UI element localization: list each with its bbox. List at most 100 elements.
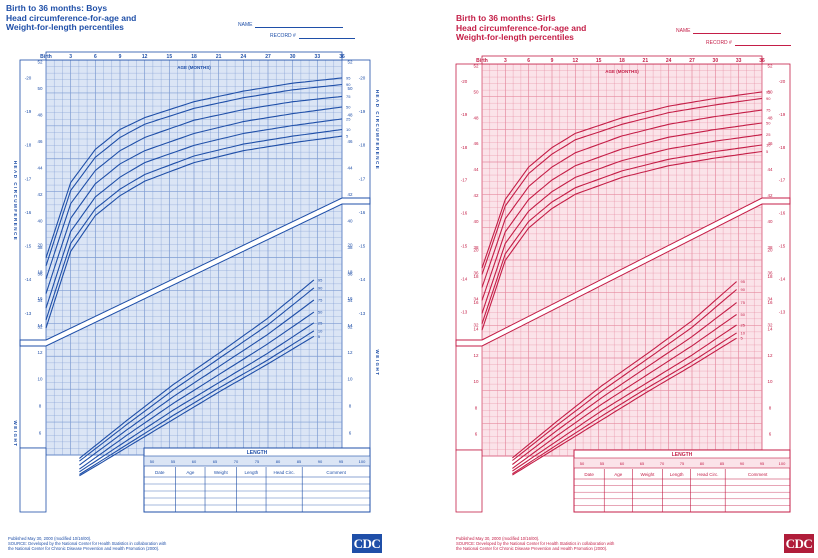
head-circ-curve-p10 (45, 128, 343, 321)
head-circ-curve-p25 (45, 118, 343, 309)
hc-cm-tick-label: 50 (37, 86, 43, 91)
hc-in-tick-label: -13 (779, 309, 786, 314)
head-circ-curve-p10 (481, 144, 763, 324)
weight-length-curve-p10 (79, 330, 315, 475)
length-tick-label: 95 (760, 461, 765, 466)
weight-length-percentile-label: 10 (318, 328, 323, 333)
head-circ-percentile-label: 25 (346, 116, 351, 121)
unit-strip (19, 447, 47, 513)
diagonal-divider (19, 197, 371, 347)
length-tick-label: 100 (779, 461, 786, 466)
length-tick-label: 50 (150, 459, 155, 464)
wl-kg-tick-label: 20 (347, 243, 353, 248)
hc-cm-tick-label: 36 (767, 271, 773, 276)
head-circ-percentile-label: 95 (346, 75, 351, 80)
hc-cm-tick-label: 40 (347, 218, 353, 223)
side-label-right-bottom: WEIGHT (375, 350, 380, 377)
table-header-date: Date (155, 470, 165, 475)
age-tick-label: 18 (191, 54, 197, 60)
hc-cm-tick-label: 38 (473, 245, 479, 250)
wl-kg-tick-label: 6 (349, 430, 352, 435)
hc-in-tick-label: -15 (25, 244, 32, 249)
hc-in-tick-label: -17 (779, 178, 786, 183)
hc-cm-tick-label: 40 (37, 218, 43, 223)
wl-kg-tick-label: 16 (473, 300, 479, 305)
boys-name-line: NAME (238, 22, 344, 28)
wl-kg-tick-label: 8 (475, 405, 478, 410)
head-circ-curve-p90 (45, 83, 343, 267)
hc-cm-tick-label: 36 (347, 271, 353, 276)
hc-cm-tick-label: 42 (347, 192, 353, 197)
length-tick-label: 55 (600, 461, 605, 466)
hc-in-tick-label: -19 (461, 112, 468, 117)
hc-cm-tick-label: 46 (767, 141, 773, 146)
wl-kg-tick-label: 18 (37, 269, 43, 274)
side-label-left-bottom: WEIGHT (13, 421, 18, 448)
hc-in-tick-label: -19 (25, 109, 32, 114)
weight-length-curve-p25 (79, 322, 315, 473)
girls-growth-chart: Birth to 36 months: Girls Head circumfer… (440, 0, 818, 558)
table-header-age: Age (614, 472, 623, 477)
girls-name-line: NAME (676, 28, 782, 34)
length-tick-label: 75 (255, 459, 260, 464)
head-circ-percentile-label: 10 (346, 127, 351, 132)
head-circ-curve-p90 (481, 97, 763, 275)
hc-in-tick-label: -20 (779, 79, 786, 84)
age-tick-label: 12 (142, 54, 148, 60)
head-circ-curve-p75 (45, 95, 343, 280)
wl-kg-tick-label: 6 (769, 432, 772, 437)
footer-line: SOURCE: Developed by the National Center… (456, 541, 615, 546)
age-tick-label: 27 (265, 54, 271, 60)
table-header-length: Length (244, 470, 258, 475)
hc-cm-tick-label: 36 (473, 271, 479, 276)
wl-kg-tick-label: 16 (37, 296, 43, 301)
wl-kg-tick-label: 14 (37, 323, 43, 328)
hc-in-tick-label: -18 (461, 145, 468, 150)
weight-length-percentile-label: 75 (741, 300, 746, 305)
table-header-comment: Comment (748, 472, 768, 477)
wl-kg-tick-label: 18 (767, 274, 773, 279)
hc-cm-tick-label: 32 (347, 324, 353, 329)
footer-line: Published May 30, 2000 (modified 10/16/0… (8, 536, 92, 541)
title-line: Head circumference-for-age and (456, 22, 587, 33)
length-tick-label: 70 (660, 461, 665, 466)
head-circ-percentile-label: 95 (766, 89, 771, 94)
length-tick-label: 65 (213, 459, 218, 464)
side-label-left-top: HEAD CIRCUMFERENCE (13, 161, 18, 242)
wl-kg-tick-label: 10 (37, 377, 43, 382)
hc-cm-tick-label: 52 (767, 64, 773, 69)
age-tick-label: Birth (40, 54, 52, 60)
hc-cm-tick-label: 50 (473, 89, 479, 94)
age-tick-label: 30 (713, 58, 719, 64)
hc-in-tick-label: -18 (25, 143, 32, 148)
age-tick-label: 33 (736, 58, 742, 64)
hc-cm-tick-label: 48 (767, 115, 773, 120)
hc-cm-tick-label: 38 (347, 245, 353, 250)
age-tick-label: 15 (167, 54, 173, 60)
table-header-weight: Weight (640, 472, 655, 477)
record-label: RECORD # (706, 40, 732, 46)
weight-length-curve-p75 (79, 299, 315, 466)
right-scale-strip (341, 59, 371, 449)
table-header-age: Age (186, 470, 195, 475)
wl-kg-tick-label: 10 (347, 377, 353, 382)
hc-cm-tick-label: 46 (347, 139, 353, 144)
footer-line: the National Center for Chronic Disease … (456, 546, 608, 551)
name-label: NAME (676, 28, 691, 34)
weight-length-curve-p25 (512, 324, 737, 472)
hc-cm-tick-label: 34 (347, 298, 353, 303)
wl-kg-tick-label: 8 (349, 404, 352, 409)
hc-cm-tick-label: 44 (347, 165, 353, 170)
girls-record-line: RECORD # (706, 40, 791, 46)
hc-cm-tick-label: 42 (37, 192, 43, 197)
age-tick-label: 33 (315, 54, 321, 60)
head-circ-curve-p5 (481, 150, 763, 331)
boys-growth-chart: Birth to 36 months: Boys Head circumfere… (0, 0, 400, 558)
length-tick-label: 60 (620, 461, 625, 466)
hc-in-tick-label: -14 (25, 277, 32, 282)
head-circ-percentile-label: 75 (766, 108, 771, 113)
length-axis-label: LENGTH (672, 452, 693, 458)
weight-length-curve-p5 (512, 337, 737, 476)
